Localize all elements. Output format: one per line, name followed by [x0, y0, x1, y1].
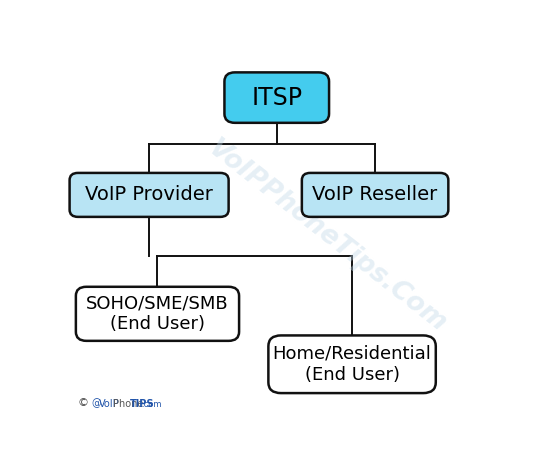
Text: VoIP Provider: VoIP Provider — [85, 185, 213, 205]
FancyBboxPatch shape — [225, 73, 329, 123]
Text: Home/Residential
(End User): Home/Residential (End User) — [273, 345, 431, 384]
Text: ©: © — [78, 399, 89, 409]
FancyBboxPatch shape — [302, 173, 448, 217]
Text: Phone: Phone — [113, 399, 143, 409]
Text: .com: .com — [141, 400, 161, 409]
FancyBboxPatch shape — [76, 287, 239, 341]
Text: VoIPPhoneTips.Com: VoIPPhoneTips.Com — [202, 135, 451, 337]
Text: TIPS: TIPS — [130, 399, 154, 409]
Text: VoIP Reseller: VoIP Reseller — [313, 185, 438, 205]
Text: @: @ — [92, 399, 102, 409]
Text: VoIP: VoIP — [99, 399, 119, 409]
Text: SOHO/SME/SMB
(End User): SOHO/SME/SMB (End User) — [86, 294, 229, 333]
Text: ITSP: ITSP — [251, 86, 302, 110]
FancyBboxPatch shape — [268, 336, 436, 393]
FancyBboxPatch shape — [70, 173, 228, 217]
